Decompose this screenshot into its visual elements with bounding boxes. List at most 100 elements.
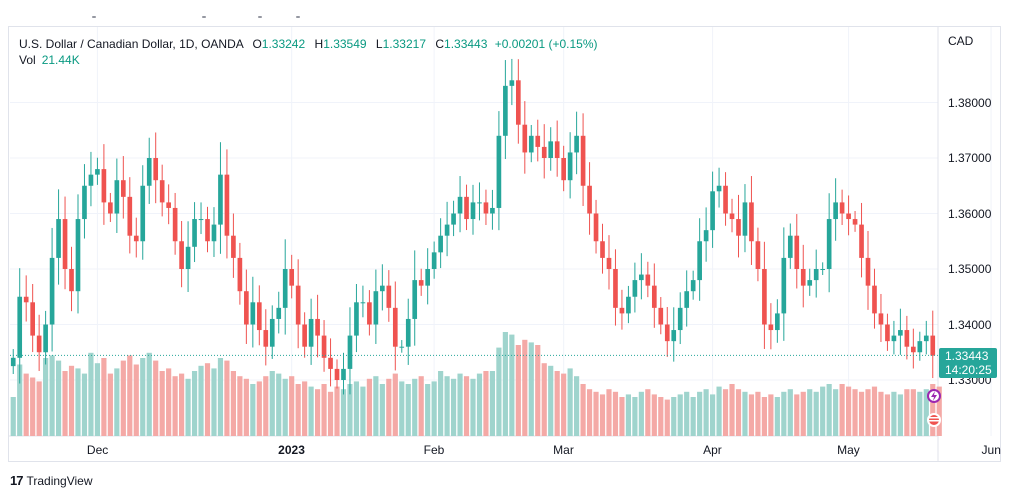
candle-body bbox=[800, 269, 806, 286]
volume-bar bbox=[839, 384, 845, 436]
candle-body bbox=[677, 307, 683, 331]
candle-body bbox=[490, 207, 495, 214]
brand-name: TradingView bbox=[26, 474, 93, 488]
volume-bar bbox=[302, 381, 308, 436]
time-tick-label: Apr bbox=[703, 443, 722, 457]
candle-body bbox=[716, 185, 722, 192]
volume-bar bbox=[463, 376, 470, 436]
candle-body bbox=[114, 180, 120, 214]
volume-bar bbox=[580, 384, 586, 436]
candle-body bbox=[554, 141, 560, 158]
volume-bar bbox=[625, 394, 632, 436]
volume-bar bbox=[904, 389, 910, 436]
volume-bar bbox=[153, 360, 159, 436]
open-value: 1.33242 bbox=[261, 37, 306, 51]
candle-body bbox=[574, 135, 579, 153]
candle-body bbox=[755, 241, 761, 269]
candle-body bbox=[580, 135, 586, 186]
candle-body bbox=[386, 285, 392, 308]
candle-body bbox=[878, 313, 884, 325]
candle-body bbox=[69, 269, 74, 292]
volume-bar bbox=[483, 371, 489, 436]
price-tick-label: 1.38000 bbox=[948, 95, 992, 110]
volume-bar bbox=[49, 355, 55, 436]
volume-bar bbox=[431, 381, 437, 436]
candle-body bbox=[515, 80, 521, 125]
volume-bar bbox=[17, 364, 23, 436]
volume-bar bbox=[930, 384, 936, 436]
volume-bar bbox=[878, 391, 884, 436]
volume-bar bbox=[185, 378, 191, 436]
candle-body bbox=[483, 202, 489, 214]
candle-body bbox=[846, 213, 851, 220]
volume-bar bbox=[703, 389, 709, 436]
volume-bar bbox=[761, 397, 767, 436]
volume-bar bbox=[81, 373, 88, 436]
volume-bar bbox=[794, 394, 800, 436]
volume-bar bbox=[211, 368, 217, 436]
volume-bar bbox=[94, 363, 101, 436]
candle-body bbox=[23, 296, 29, 303]
candle-body bbox=[626, 296, 631, 314]
flag-icon[interactable] bbox=[927, 413, 941, 427]
volume-bar bbox=[917, 391, 923, 436]
tradingview-brand[interactable]: 17 TradingView bbox=[10, 473, 93, 488]
volume-bar bbox=[379, 384, 385, 436]
lightning-icon[interactable] bbox=[927, 389, 941, 403]
candle-body bbox=[930, 335, 936, 356]
candle-body bbox=[833, 202, 838, 220]
volume-bar bbox=[392, 373, 398, 436]
candle-body bbox=[282, 269, 288, 308]
candle-body bbox=[399, 346, 405, 348]
candle-body bbox=[205, 219, 210, 242]
volume-bar bbox=[243, 378, 249, 436]
volume-bar bbox=[405, 384, 411, 436]
volume-bar bbox=[204, 363, 211, 436]
volume-bar bbox=[276, 373, 282, 436]
candle-body bbox=[477, 202, 482, 204]
candle-body bbox=[839, 202, 845, 214]
candle-body bbox=[218, 174, 223, 225]
low-value: 1.33217 bbox=[382, 37, 426, 51]
volume-bar bbox=[748, 394, 755, 436]
volume-bar bbox=[172, 376, 178, 436]
volume-bar bbox=[114, 368, 120, 436]
volume-bar bbox=[334, 386, 340, 436]
volume-bar bbox=[593, 391, 599, 436]
candle-body bbox=[133, 235, 139, 242]
change-value: +0.00201 (+0.15%) bbox=[494, 37, 598, 51]
candle-body bbox=[470, 202, 476, 220]
candle-body bbox=[321, 335, 327, 358]
price-tick-label: 1.34000 bbox=[948, 317, 992, 332]
candle-body bbox=[898, 330, 903, 336]
candle-body bbox=[101, 169, 107, 203]
volume-bar bbox=[10, 397, 16, 436]
volume-bar bbox=[645, 389, 651, 436]
candle-body bbox=[75, 219, 81, 292]
candle-body bbox=[88, 174, 94, 186]
candle-body bbox=[367, 302, 372, 325]
candle-body bbox=[613, 269, 618, 308]
volume-bar bbox=[638, 391, 644, 436]
volume-bar bbox=[360, 386, 366, 436]
candle-body bbox=[561, 158, 566, 181]
candle-body bbox=[392, 307, 398, 347]
candle-body bbox=[865, 257, 871, 286]
time-tick-label: Jun bbox=[981, 443, 1001, 457]
candle-body bbox=[256, 302, 262, 331]
volume-bar bbox=[586, 389, 593, 436]
candle-body bbox=[295, 285, 301, 325]
symbol-legend: U.S. Dollar / Canadian Dollar, 1D, OANDA… bbox=[19, 36, 598, 52]
currency-label[interactable]: CAD bbox=[948, 34, 974, 48]
candle-body bbox=[723, 185, 728, 214]
bar-countdown: 14:20:25 bbox=[945, 363, 992, 377]
candle-body bbox=[762, 269, 767, 325]
volume-bar bbox=[250, 384, 256, 436]
candle-body bbox=[211, 224, 217, 242]
high-label: H bbox=[314, 37, 324, 51]
volume-bar bbox=[813, 391, 819, 436]
volume-bar bbox=[347, 384, 353, 436]
candle-body bbox=[120, 180, 126, 197]
candle-body bbox=[813, 269, 819, 281]
